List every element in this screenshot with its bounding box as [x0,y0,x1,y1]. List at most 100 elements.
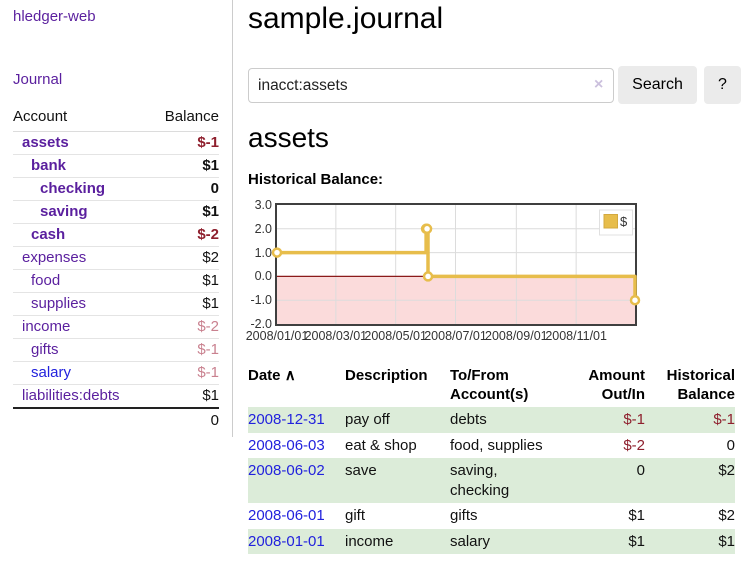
transaction-amount: $1 [628,507,645,524]
transaction-balance: $-1 [713,411,735,428]
register-rows: 2008-12-31 pay off debts $-1 $-1 2008-06-03 ea… [248,407,735,554]
y-axis-tick-label: 1.0 [254,245,272,260]
account-link[interactable]: liabilities:debts [22,387,120,404]
account-row: checking 0 [13,177,219,201]
account-row: liabilities:debts $1 [13,384,219,409]
help-button[interactable]: ? [704,66,741,104]
chart-plot-area: $ [271,203,641,326]
account-balance: $1 [149,384,219,409]
accounts-header-balance: Balance [149,108,219,132]
account-link[interactable]: gifts [31,341,59,358]
account-link[interactable]: supplies [31,295,87,312]
transaction-date-link[interactable]: 2008-06-03 [248,436,325,454]
account-balance: $2 [149,246,219,270]
account-row: cash $-2 [13,223,219,247]
chart-title: Historical Balance: [248,171,384,188]
data-point-marker[interactable] [422,271,434,282]
account-link[interactable]: assets [22,134,69,151]
sidebar: hledger-web Journal Account Balance asse… [0,0,233,437]
account-link[interactable]: checking [40,180,106,197]
x-axis-tick-label: 2008/07/01 [424,329,487,343]
register-table: Date ∧ Description To/From Account(s) Am… [248,366,735,554]
transaction-description: pay off [345,411,390,428]
x-axis-tick-label: 2008/01/01 [245,329,309,343]
accounts-header-account: Account [13,108,150,132]
page-title: sample.journal [248,2,444,35]
register-header-row: Date ∧ Description To/From Account(s) Am… [248,366,735,407]
account-link[interactable]: income [22,318,71,335]
account-link[interactable]: expenses [22,249,87,266]
accounts-total-value: 0 [149,407,219,432]
account-balance: $1 [149,200,219,224]
transaction-balance: $2 [718,507,735,524]
account-balance: $-2 [149,223,219,247]
account-row: income $-2 [13,315,219,339]
accounts-table: Account Balance assets $-1 bank $1 checking 0… [13,108,219,432]
transaction-date-link[interactable]: 2008-01-01 [248,532,325,550]
transaction-accounts: salary [450,532,491,550]
transaction-accounts: debts [450,411,487,428]
sort-ascending-icon: ∧ [284,367,296,384]
legend-label: $ [620,214,628,229]
transaction-amount: $-2 [623,436,645,454]
register-row: 2008-06-02 save saving, checking 0 $2 [248,458,735,503]
y-axis-tick-label: -2.0 [250,317,272,331]
transaction-description: eat & shop [345,436,417,454]
transaction-description: save [345,462,377,479]
transaction-accounts: food, supplies [450,436,543,454]
account-balance: $1 [149,292,219,316]
date-header-label: Date [248,367,281,384]
register-header-date[interactable]: Date ∧ [248,366,345,407]
register-header-description: Description [345,367,428,384]
account-row: saving $1 [13,200,219,224]
sidebar-item-journal[interactable]: Journal [13,71,63,88]
transaction-accounts: gifts [450,507,478,524]
account-link[interactable]: bank [31,157,67,174]
y-axis-tick-label: 0.0 [254,269,272,284]
transaction-date-link[interactable]: 2008-06-02 [248,462,325,479]
transaction-date-link[interactable]: 2008-06-01 [248,507,325,524]
account-balance: $-1 [149,338,219,362]
x-axis-tick-label: 2008/05/01 [364,329,427,343]
register-row: 2008-06-03 eat & shop food, supplies $-2 0 [248,433,735,459]
account-row: bank $1 [13,154,219,178]
account-row: gifts $-1 [13,338,219,362]
account-balance: $1 [149,269,219,293]
historical-balance-chart: $ 3.0 2.0 1.0 0.0 -1.0 -2.0 2008/01/01 2008/03/… [246,198,742,348]
data-point-marker[interactable] [421,223,433,235]
register-header-amount: Amount Out/In [588,367,645,403]
account-balance: $-1 [149,361,219,385]
register-row: 2008-06-01 gift gifts $1 $2 [248,503,735,529]
clear-search-icon[interactable]: × [594,76,604,93]
app-brand-link[interactable]: hledger-web [13,8,96,25]
transaction-amount: 0 [636,462,645,479]
x-axis-tick-label: 2008/09/01 [485,329,548,343]
data-point-marker[interactable] [271,247,283,258]
account-link[interactable]: saving [40,203,88,220]
account-link[interactable]: food [31,272,61,289]
account-row: supplies $1 [13,292,219,316]
account-row: assets $-1 [13,131,219,155]
transaction-balance: 0 [726,436,735,454]
account-row: expenses $2 [13,246,219,270]
transaction-balance: $1 [718,532,735,550]
transaction-balance: $2 [718,462,735,479]
transaction-description: income [345,532,394,550]
account-balance: $-2 [149,315,219,339]
account-row: food $1 [13,269,219,293]
transaction-date-link[interactable]: 2008-12-31 [248,411,325,428]
x-axis-tick-label: 2008/11/01 [545,329,607,343]
transaction-description: gift [345,507,366,524]
account-link[interactable]: cash [31,226,66,243]
transaction-accounts: saving, checking [450,462,510,499]
transaction-amount: $-1 [623,411,645,428]
account-link[interactable]: salary [31,364,72,381]
accounts-total-row: 0 [13,407,219,432]
y-axis-tick-label: -1.0 [250,293,272,308]
search-button[interactable]: Search [618,66,697,104]
data-point-marker[interactable] [629,294,641,306]
transaction-amount: $1 [628,532,645,550]
search-input[interactable] [248,68,614,103]
register-row: 2008-12-31 pay off debts $-1 $-1 [248,407,735,433]
